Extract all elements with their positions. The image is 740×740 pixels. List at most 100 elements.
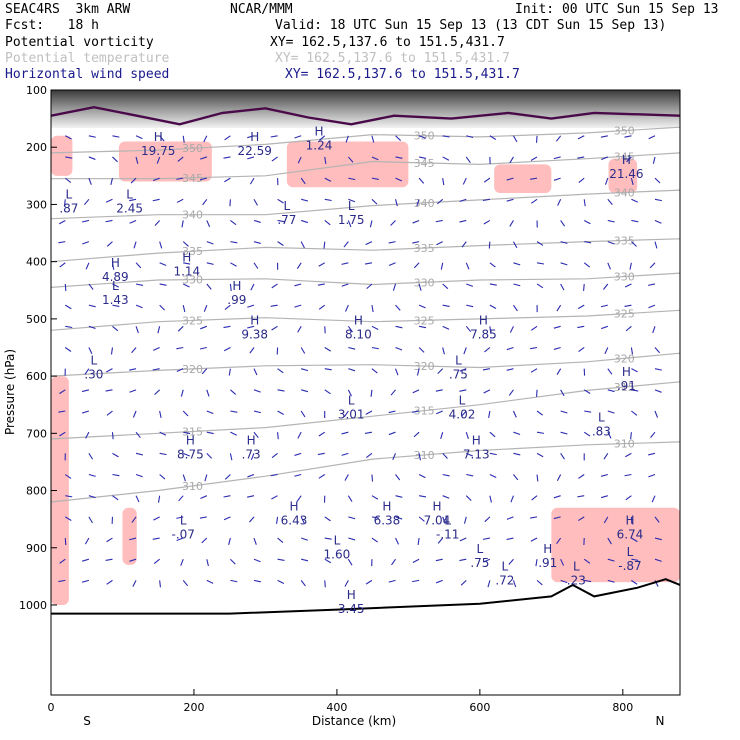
wind-vector — [631, 558, 639, 561]
wind-vector — [344, 580, 349, 587]
wind-vector — [206, 241, 214, 245]
isentrope-label: 340 — [182, 209, 203, 222]
wind-vector — [135, 452, 143, 456]
wind-extremum-value: 1.75 — [338, 213, 365, 227]
wind-vector — [182, 474, 186, 482]
pv-patch — [51, 135, 73, 176]
wind-vector — [489, 283, 497, 286]
wind-vector — [442, 325, 450, 330]
wind-vector — [648, 283, 656, 286]
pv-2pvu-contour — [51, 105, 680, 126]
x-tick-label: 400 — [326, 701, 347, 714]
wind-vector — [510, 495, 514, 503]
wind-vector — [648, 473, 656, 478]
wind-vector — [112, 473, 120, 477]
wind-extremum-type: H — [625, 514, 634, 528]
wind-vector — [412, 558, 420, 563]
pv-patch — [551, 507, 680, 583]
wind-vector — [300, 516, 305, 524]
wind-vector — [465, 495, 472, 502]
isentrope-label: 350 — [614, 125, 635, 138]
wind-vector — [183, 262, 191, 265]
axes: 0 200 400 600 800 100 200 300 400 500 600 700 800 900… — [19, 84, 633, 714]
wind-vector — [577, 156, 585, 159]
wind-vector — [388, 262, 396, 266]
wind-vector — [607, 558, 615, 562]
wind-vector — [247, 304, 255, 308]
wind-vector — [651, 495, 656, 503]
wind-vector — [324, 156, 327, 164]
wind-extremum-value: 6.43 — [281, 513, 308, 527]
wind-extremum-type: H — [622, 153, 631, 167]
wind-extremum-type: H — [347, 588, 356, 602]
wind-vector — [200, 495, 208, 500]
wind-vector — [607, 389, 615, 393]
wind-vector — [176, 537, 184, 542]
x-axis-label: Distance (km) — [312, 714, 396, 728]
isentrope-label: 335 — [414, 242, 435, 255]
wind-vector — [301, 389, 309, 393]
wind-extremum-value: .83 — [592, 425, 611, 439]
wind-extremum-type: L — [334, 534, 341, 548]
wind-vector — [535, 135, 538, 143]
wind-extremum-value: .77 — [277, 213, 296, 227]
wind-vector — [182, 580, 189, 587]
wind-vector — [601, 156, 609, 161]
wind-vector — [388, 431, 396, 436]
wind-vector — [459, 219, 467, 223]
wind-vector — [348, 368, 356, 372]
wind-extremum-H: H22.59 — [238, 130, 272, 158]
isentrope-label: 345 — [414, 157, 435, 170]
wind-extremum-value: 6.38 — [374, 513, 401, 527]
wind-vector — [83, 198, 90, 206]
wind-extremum-type: H — [290, 499, 299, 513]
wind-vector — [508, 389, 514, 396]
wind-vector — [392, 453, 397, 461]
wind-vector — [417, 537, 420, 546]
wind-vector — [419, 325, 427, 329]
wind-vector — [583, 389, 591, 394]
wind-extremum-value: 4.02 — [449, 407, 476, 421]
wind-vector — [442, 156, 450, 161]
wind-vector — [648, 135, 656, 140]
isentrope-label: 315 — [614, 381, 635, 394]
valid-time: Valid: 18 UTC Sun 15 Sep 13 (13 CDT Sun … — [275, 18, 667, 33]
wind-vector — [65, 304, 72, 310]
wind-vector — [442, 516, 446, 524]
wind-vector — [300, 241, 305, 249]
wind-vector — [249, 177, 255, 185]
wind-vector — [112, 135, 120, 138]
wind-vector — [277, 241, 284, 246]
wind-vector — [437, 537, 444, 544]
wind-vector — [135, 495, 140, 503]
y-tick-label: 900 — [26, 542, 47, 555]
wind-vector — [654, 219, 662, 224]
wind-vector — [112, 283, 119, 288]
wind-vector — [318, 304, 326, 310]
wind-vector — [489, 326, 492, 334]
wind-vector — [560, 283, 565, 291]
wind-vector — [418, 135, 426, 139]
wind-extremum-H: H9.38 — [241, 313, 268, 341]
isentrope-label: 330 — [614, 271, 635, 284]
wind-vector — [88, 516, 93, 524]
wind-vector — [536, 262, 545, 265]
wind-vector — [607, 368, 613, 375]
wind-extremum-type: L — [598, 411, 605, 425]
wind-vector — [348, 198, 356, 203]
isentrope-label: 320 — [414, 360, 435, 373]
wind-vector — [347, 156, 354, 163]
wind-vector — [631, 198, 639, 203]
wind-vector — [277, 368, 284, 374]
wind-vector — [294, 304, 302, 308]
wind-vector — [556, 537, 562, 545]
wind-vector — [301, 368, 309, 372]
wind-vector — [228, 368, 231, 376]
wind-vector — [84, 537, 90, 545]
wind-vector — [129, 558, 137, 562]
wind-vector — [395, 537, 400, 545]
isentrope-325 — [51, 309, 680, 331]
wind-vector — [395, 156, 403, 159]
wind-vector — [506, 198, 514, 202]
